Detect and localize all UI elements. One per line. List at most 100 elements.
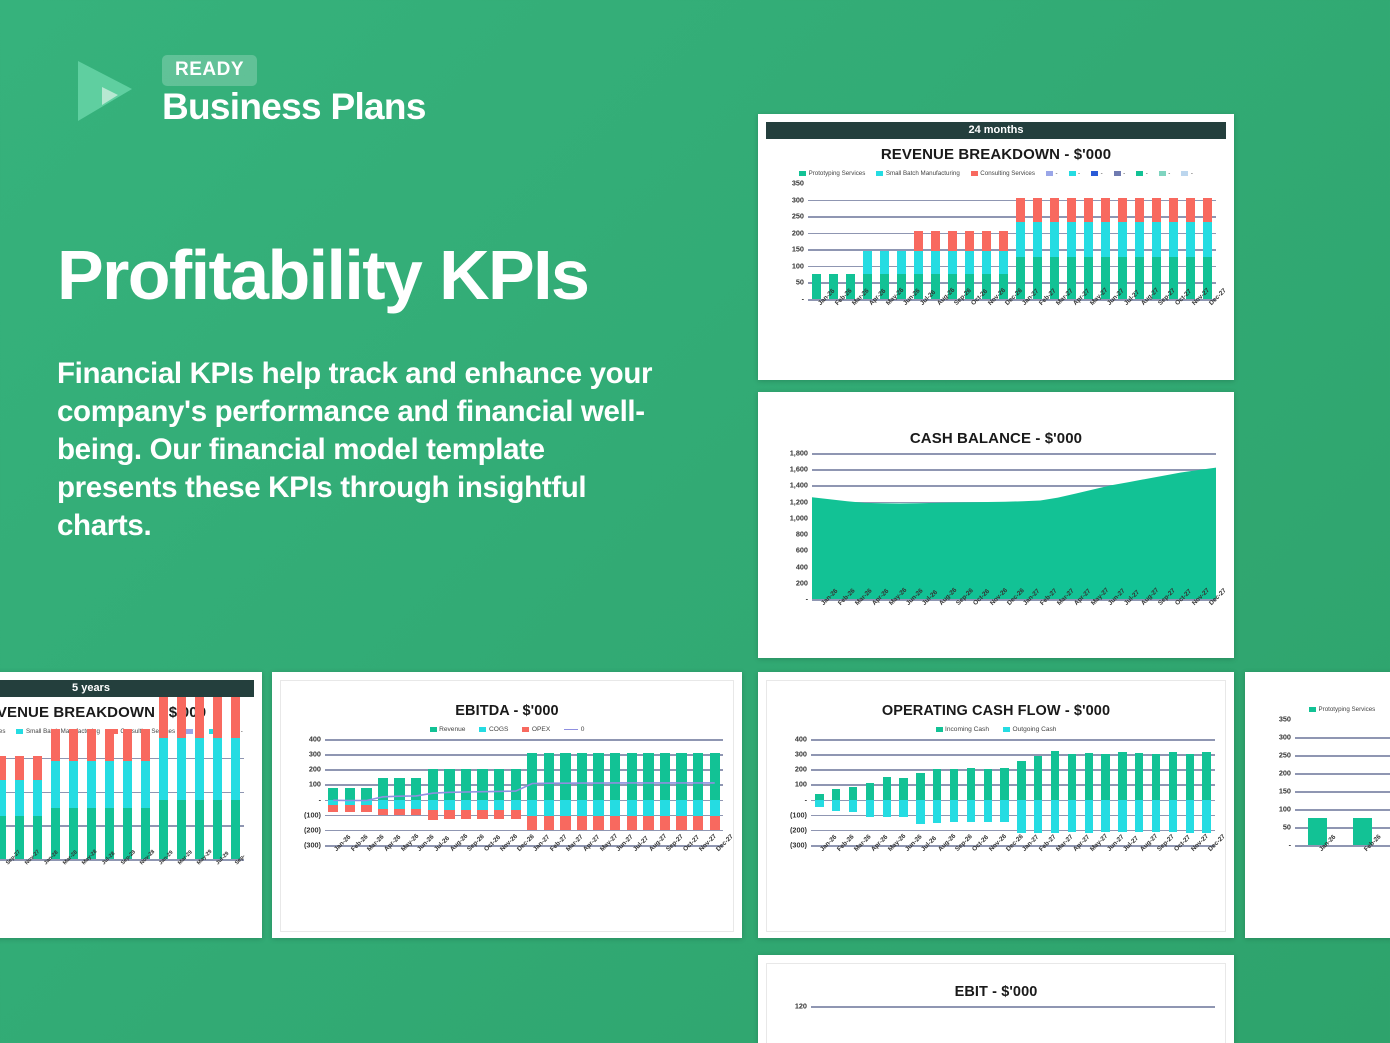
bar-segment bbox=[1134, 221, 1145, 257]
chart-card-revenue-breakdown-24m[interactable]: 24 months REVENUE BREAKDOWN - $'000 Prot… bbox=[758, 114, 1234, 380]
bar-segment bbox=[14, 780, 24, 816]
bar-segment bbox=[543, 799, 554, 816]
y-axis-tick: 350 bbox=[791, 178, 804, 188]
bar-segment bbox=[527, 815, 538, 830]
bar-segment bbox=[896, 250, 907, 275]
bar-segment bbox=[1151, 753, 1161, 800]
legend-label: COGS bbox=[488, 726, 509, 733]
x-axis-tick: May-28 bbox=[81, 848, 99, 867]
page-title: Profitability KPIs bbox=[57, 236, 590, 314]
bar-segment bbox=[140, 729, 150, 762]
bar-segment bbox=[122, 729, 132, 762]
bar-segment bbox=[576, 799, 588, 816]
bar-segment bbox=[510, 810, 521, 819]
plot-area: -200 400 600 800 1,000 1,200 1,400 1,600 1,800 Ja… bbox=[772, 449, 1228, 639]
legend-item: Small Batch Manufacturing bbox=[16, 728, 100, 735]
page-description: Financial KPIs help track and enhance yo… bbox=[57, 357, 653, 543]
x-axis-tick: Oct-27 bbox=[1172, 833, 1192, 853]
legend-swatch bbox=[1181, 171, 1189, 176]
y-axis-tick: 200 bbox=[308, 764, 321, 774]
bar-segment bbox=[1083, 256, 1094, 299]
bar-segment bbox=[176, 737, 186, 800]
y-axis-tick: 200 bbox=[794, 764, 807, 774]
legend-label: Revenue bbox=[439, 726, 466, 733]
plot-area: 400 300 200 100- (100) (200) (300) Jan-26 Feb-26… bbox=[287, 735, 735, 887]
bar-segment bbox=[394, 808, 405, 816]
legend-item: Outgoing Cash bbox=[1002, 726, 1057, 733]
bar-segment bbox=[1185, 753, 1194, 800]
chart-title: OPERATING CASH FLOW - $'000 bbox=[881, 703, 1111, 719]
chart-title: CASH BALANCE - $'000 bbox=[909, 430, 1083, 447]
legend-item: - bbox=[1181, 170, 1193, 177]
legend-label: - bbox=[1055, 170, 1058, 177]
bar-segment bbox=[998, 273, 1009, 299]
bar-segment bbox=[576, 753, 588, 800]
bar-segment bbox=[1185, 197, 1196, 222]
bar-segment bbox=[1151, 256, 1162, 299]
play-triangle-icon bbox=[72, 55, 144, 127]
y-axis-tick: 400 bbox=[794, 734, 807, 744]
bar-segment bbox=[122, 808, 132, 859]
bar-segment bbox=[212, 737, 222, 800]
legend-swatch bbox=[522, 727, 530, 732]
gridline bbox=[811, 1006, 1215, 1008]
plot-area: 400 300 200 100- (100) (200) (300) Jan-26 Feb-26… bbox=[773, 734, 1226, 887]
bar-segment bbox=[328, 788, 339, 800]
gridline bbox=[325, 799, 723, 802]
legend-label: - bbox=[1145, 170, 1148, 177]
legend-item: Incoming Cash bbox=[935, 726, 989, 733]
gridline bbox=[325, 769, 723, 771]
bar-segment bbox=[966, 799, 976, 822]
chart-card-revenue-breakdown-5y[interactable]: 5 years REVENUE BREAKDOWN - $'000 Protot… bbox=[0, 672, 262, 938]
bar-segment bbox=[930, 250, 941, 274]
chart-card-ebit[interactable]: EBIT - $'000 12010080 bbox=[758, 955, 1234, 1043]
bar-segment bbox=[1135, 799, 1144, 833]
bar-segment bbox=[158, 697, 168, 738]
bar-segment bbox=[86, 761, 96, 809]
y-axis-tick: 100 bbox=[1278, 804, 1291, 814]
bar-segment bbox=[1017, 760, 1026, 800]
bar-segment bbox=[1202, 799, 1211, 833]
plot-area: 12010080 bbox=[773, 1002, 1219, 1043]
legend-swatch bbox=[1158, 171, 1166, 176]
x-axis-tick: Jan-27 bbox=[1021, 833, 1041, 853]
legend-item: - bbox=[1091, 170, 1103, 177]
bar-segment bbox=[140, 761, 150, 809]
x-axis-tick: Mar-26 bbox=[853, 833, 873, 853]
gridline bbox=[811, 784, 1215, 786]
legend-item: Revenue bbox=[429, 726, 466, 733]
bar-segment bbox=[194, 737, 204, 800]
chart-card-revenue-breakdown-partial[interactable]: Prototyping Services - 50 100 150 200 250 300 3… bbox=[1245, 672, 1390, 938]
x-axis-tick: May-26 bbox=[886, 832, 908, 853]
bar-segment bbox=[477, 799, 488, 811]
chart-card-cash-balance[interactable]: CASH BALANCE - $'000 - 200 400 600 800 1,000 1… bbox=[758, 392, 1234, 658]
bar-segment bbox=[1100, 197, 1111, 222]
gridline bbox=[325, 754, 723, 756]
gridline bbox=[1295, 755, 1390, 757]
chart-card-operating-cash-flow[interactable]: OPERATING CASH FLOW - $'000 Incoming Cas… bbox=[758, 672, 1234, 938]
bar-segment bbox=[947, 273, 958, 299]
y-axis-tick: 800 bbox=[795, 529, 808, 539]
y-axis-tick: (100) bbox=[789, 810, 807, 820]
bar-segment bbox=[176, 697, 186, 738]
y-axis-tick: 50 bbox=[1282, 822, 1291, 832]
legend-swatch bbox=[429, 727, 437, 732]
bar-segment bbox=[493, 799, 505, 811]
bar-segment bbox=[411, 808, 422, 816]
bar-segment bbox=[896, 274, 907, 299]
bar-segment bbox=[1168, 799, 1178, 833]
x-axis-tick: Dec-27 bbox=[1206, 833, 1227, 853]
bar-segment bbox=[643, 799, 654, 816]
gridline bbox=[812, 485, 1216, 487]
legend-label: Outgoing Cash bbox=[1012, 726, 1057, 733]
y-axis-tick: 300 bbox=[791, 195, 804, 205]
chart-card-ebitda[interactable]: EBITDA - $'000 Revenue COGS OPEX 0 400 300 20… bbox=[272, 672, 742, 938]
bar-segment bbox=[1117, 221, 1128, 257]
bar-segment bbox=[1202, 752, 1211, 800]
bar-segment bbox=[328, 805, 339, 812]
bar-segment bbox=[862, 274, 873, 299]
chart-legend: Revenue COGS OPEX 0 bbox=[281, 726, 733, 733]
chart-title: EBIT - $'000 bbox=[954, 984, 1038, 1000]
bar-segment bbox=[444, 768, 455, 800]
bar-segment bbox=[361, 805, 372, 812]
